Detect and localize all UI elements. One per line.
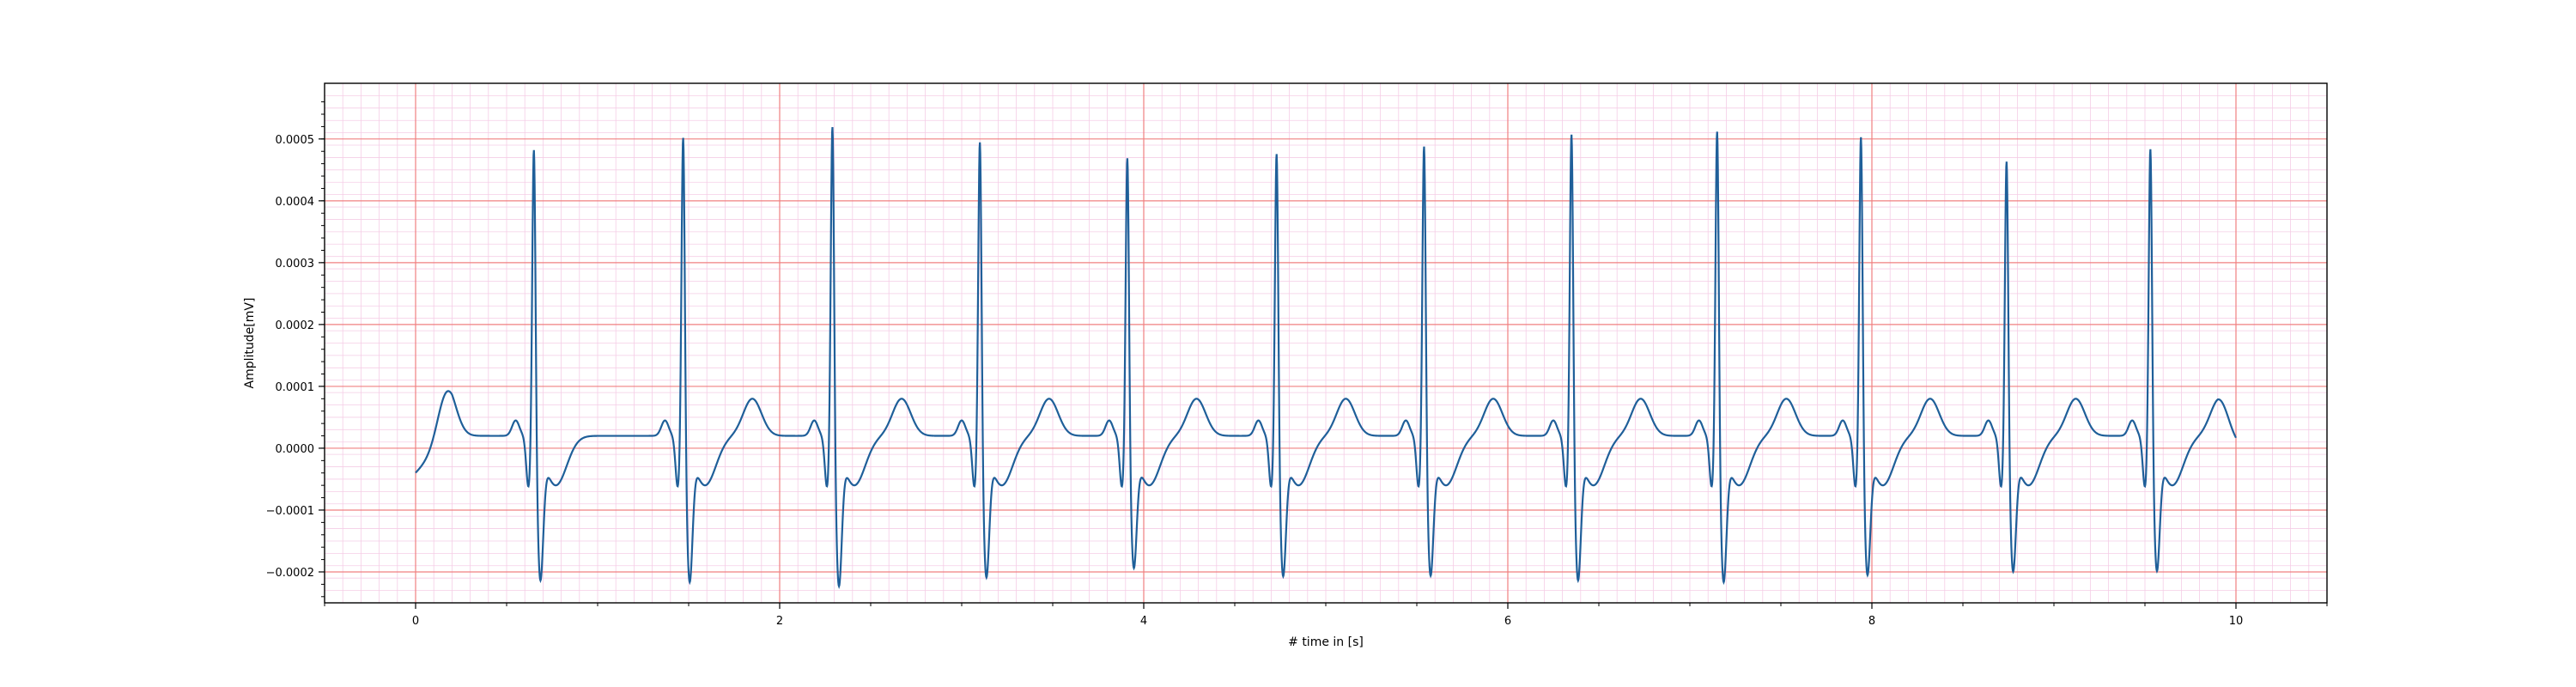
major-grid — [325, 83, 2327, 603]
y-tick-label: 0.0003 — [276, 258, 315, 271]
x-tick-label: 4 — [1140, 615, 1147, 628]
x-axis-label: # time in [s] — [1288, 635, 1364, 649]
minor-grid — [324, 83, 2328, 604]
x-tick-label: 0 — [412, 615, 419, 628]
y-tick-label: 0.0002 — [276, 319, 315, 332]
x-tick-label: 8 — [1868, 615, 1875, 628]
y-tick-label: 0.0001 — [276, 381, 315, 394]
x-tick-label: 10 — [2229, 615, 2244, 628]
x-tick-label: 6 — [1504, 615, 1511, 628]
x-tick-label: 2 — [776, 615, 783, 628]
y-tick-label: 0.0005 — [276, 134, 315, 147]
y-axis-ticks: −0.0002 −0.0001 0.0000 0.0001 0.0002 0.0003 0.… — [266, 101, 325, 598]
y-tick-label: −0.0002 — [266, 567, 314, 580]
y-tick-label: 0.0004 — [276, 196, 315, 209]
ecg-series-line — [415, 126, 2237, 590]
y-tick-label: −0.0001 — [266, 505, 314, 518]
y-tick-label: 0.0000 — [276, 443, 315, 456]
y-axis-label: Amplitude[mV] — [243, 298, 257, 389]
x-axis-ticks: 0 2 4 6 8 10 — [324, 603, 2328, 628]
